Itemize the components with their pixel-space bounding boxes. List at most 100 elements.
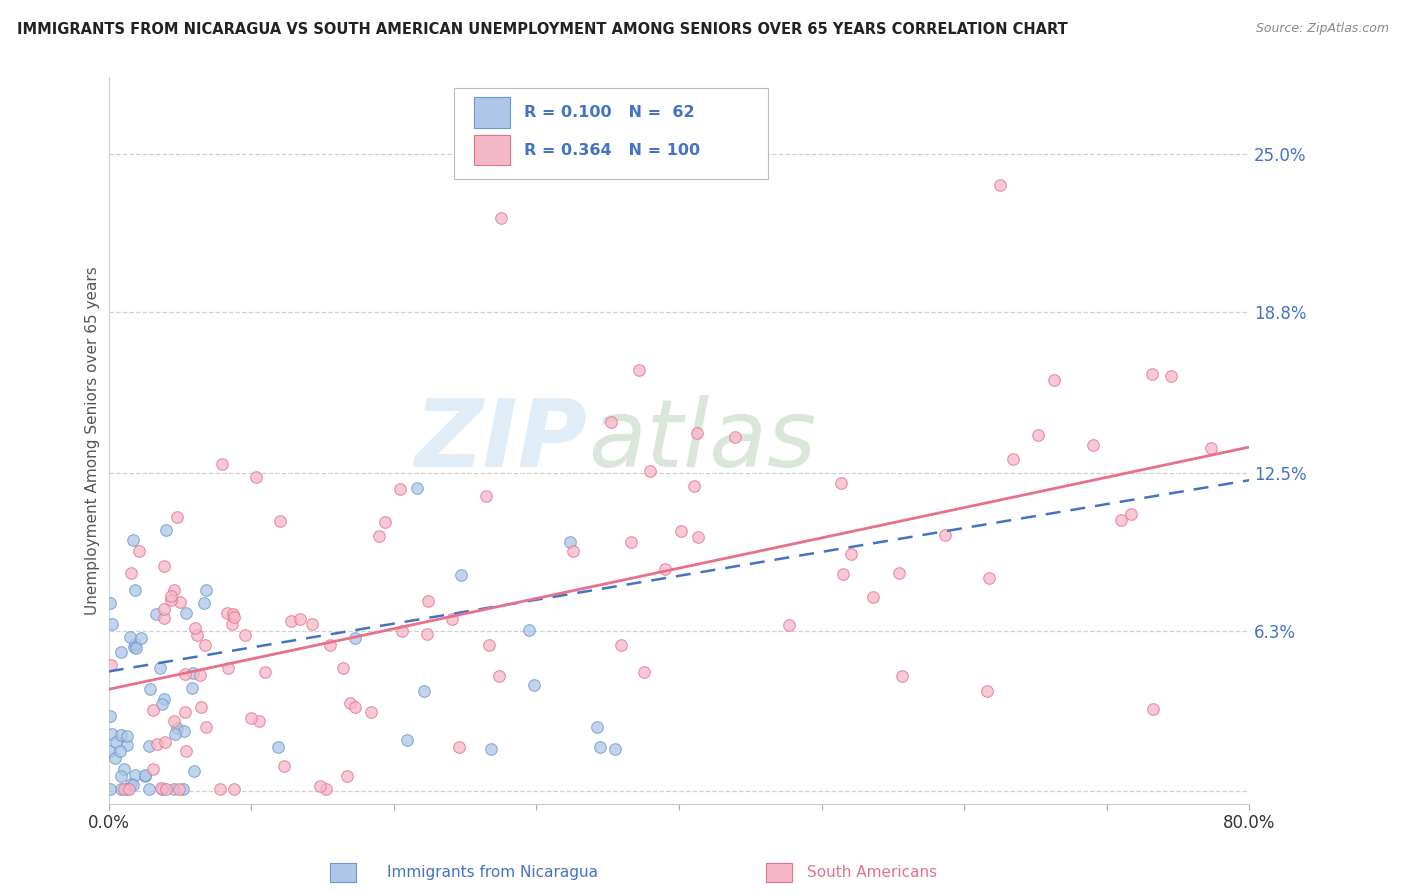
- Point: [447, 740, 470, 755]
- Point: [724, 430, 747, 444]
- Point: [98, 781, 121, 796]
- Point: [108, 744, 131, 758]
- Point: [122, 533, 145, 547]
- Text: R = 0.364   N = 100: R = 0.364 N = 100: [524, 143, 700, 158]
- Point: [301, 617, 323, 632]
- Point: [173, 724, 195, 739]
- Point: [558, 534, 581, 549]
- Point: [517, 623, 540, 637]
- Point: [128, 544, 150, 558]
- Point: [146, 737, 169, 751]
- Text: ZIP: ZIP: [415, 395, 588, 487]
- Point: [247, 714, 270, 728]
- Point: [416, 594, 439, 608]
- Point: [124, 583, 146, 598]
- Point: [441, 611, 464, 625]
- Point: [149, 781, 172, 796]
- Point: [315, 781, 337, 796]
- Point: [585, 720, 607, 734]
- Point: [280, 615, 302, 629]
- Point: [1001, 451, 1024, 466]
- Point: [118, 781, 141, 796]
- Point: [153, 611, 176, 625]
- Point: [129, 631, 152, 645]
- Point: [224, 781, 246, 796]
- Point: [832, 567, 855, 582]
- Point: [110, 781, 132, 796]
- Point: [862, 591, 884, 605]
- Point: [344, 631, 367, 645]
- Point: [269, 514, 291, 528]
- Point: [339, 696, 361, 710]
- Point: [173, 667, 195, 681]
- Point: [217, 660, 239, 674]
- Point: [186, 628, 208, 642]
- Point: [221, 617, 243, 632]
- Point: [450, 568, 472, 582]
- Point: [273, 759, 295, 773]
- Point: [222, 607, 245, 622]
- Point: [988, 178, 1011, 192]
- Point: [112, 762, 135, 776]
- Point: [174, 606, 197, 620]
- Point: [1042, 373, 1064, 387]
- Point: [374, 515, 396, 529]
- Point: [1201, 441, 1223, 455]
- Point: [152, 602, 174, 616]
- Point: [134, 768, 156, 782]
- Point: [391, 624, 413, 638]
- Point: [638, 464, 661, 478]
- Point: [160, 589, 183, 603]
- Point: [589, 739, 612, 754]
- Point: [100, 658, 122, 673]
- Point: [934, 528, 956, 542]
- Point: [688, 530, 710, 544]
- Text: R = 0.100   N =  62: R = 0.100 N = 62: [524, 105, 695, 120]
- Point: [488, 669, 510, 683]
- Point: [104, 750, 127, 764]
- Point: [110, 644, 132, 658]
- Point: [253, 665, 276, 679]
- Point: [163, 583, 186, 598]
- Point: [115, 729, 138, 743]
- Point: [887, 566, 910, 580]
- Point: [343, 700, 366, 714]
- Point: [120, 566, 142, 580]
- Point: [396, 732, 419, 747]
- Point: [976, 683, 998, 698]
- Point: [245, 470, 267, 484]
- Text: IMMIGRANTS FROM NICARAGUA VS SOUTH AMERICAN UNEMPLOYMENT AMONG SENIORS OVER 65 Y: IMMIGRANTS FROM NICARAGUA VS SOUTH AMERI…: [17, 22, 1067, 37]
- Point: [215, 606, 238, 620]
- Point: [669, 524, 692, 538]
- Point: [166, 509, 188, 524]
- Point: [149, 660, 172, 674]
- Point: [194, 720, 217, 734]
- Point: [153, 735, 176, 749]
- Point: [101, 727, 124, 741]
- Point: [169, 595, 191, 609]
- Bar: [474, 97, 510, 128]
- Point: [239, 711, 262, 725]
- Point: [124, 636, 146, 650]
- Point: [165, 727, 187, 741]
- Point: [478, 638, 501, 652]
- Point: [98, 708, 121, 723]
- Point: [1109, 513, 1132, 527]
- Point: [336, 769, 359, 783]
- Point: [98, 744, 121, 758]
- Text: Immigrants from Nicaragua: Immigrants from Nicaragua: [387, 865, 598, 880]
- Point: [406, 482, 429, 496]
- Point: [211, 458, 233, 472]
- Point: [368, 529, 391, 543]
- Point: [125, 640, 148, 655]
- Point: [891, 669, 914, 683]
- Point: [169, 781, 191, 796]
- Point: [523, 677, 546, 691]
- Text: atlas: atlas: [588, 395, 815, 486]
- Point: [152, 559, 174, 574]
- Text: Source: ZipAtlas.com: Source: ZipAtlas.com: [1256, 22, 1389, 36]
- Point: [562, 544, 585, 558]
- Point: [309, 780, 332, 794]
- Point: [222, 610, 245, 624]
- Point: [288, 612, 311, 626]
